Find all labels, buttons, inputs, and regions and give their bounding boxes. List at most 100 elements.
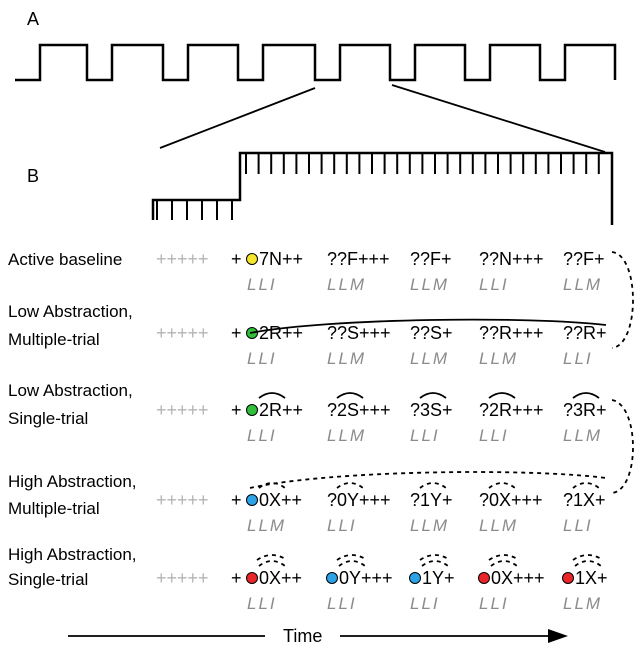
condition-row: Low Abstraction,Multiple-trial +++++ +2R++… <box>8 302 607 368</box>
condition-code: LLM <box>327 426 366 445</box>
time-label: Time <box>283 626 322 646</box>
fixation-padding: +++++ <box>156 249 209 269</box>
condition-row: Low Abstraction,Single-trial +++++ +2R++ ?2… <box>8 381 607 445</box>
condition-rows: Active baseline +++++ +7N++ ??F+++ ??F+ ??N++… <box>8 249 608 613</box>
fixation-cross: + <box>231 490 242 510</box>
within-trial-arc-outer <box>256 554 288 561</box>
trial-sequence: ??S+ <box>410 323 453 343</box>
condition-code: LLI <box>247 275 277 294</box>
row-label: Multiple-trial <box>8 499 100 518</box>
trial-ticks-baseline <box>156 200 233 220</box>
fixation-cross: + <box>231 568 242 588</box>
condition-code: LLM <box>247 516 286 535</box>
condition-row: Active baseline +++++ +7N++ ??F+++ ??F+ ??N++… <box>8 249 605 294</box>
trial-sequence: ??R+++ <box>479 323 544 343</box>
trial-sequence: 0X++ <box>259 490 302 510</box>
block-zoom-waveform <box>151 151 614 225</box>
condition-code: LLI <box>479 594 509 613</box>
panel-b-label: B <box>27 166 39 186</box>
within-trial-arc <box>574 560 602 567</box>
fixation-cross: + <box>231 400 242 420</box>
trial-sequence: ??S+++ <box>327 323 391 343</box>
condition-code: LLI <box>563 516 593 535</box>
condition-code: LLM <box>563 275 602 294</box>
within-trial-arc <box>336 482 364 489</box>
condition-code: LLM <box>479 516 518 535</box>
condition-code: LLI <box>479 275 509 294</box>
within-trial-arc <box>419 482 447 489</box>
fixation-padding: +++++ <box>156 400 209 420</box>
cue-dot <box>478 572 490 584</box>
row-label: Single-trial <box>8 570 88 589</box>
trial-sequence: ?0X+++ <box>479 490 543 510</box>
trial-sequence: 7N++ <box>259 249 303 269</box>
arc-multiple-trial-low <box>249 318 607 334</box>
trial-sequence: 1Y+ <box>422 568 455 588</box>
condition-code: LLI <box>247 349 277 368</box>
within-trial-arc-outer <box>488 554 520 561</box>
trial-sequence: ??F+ <box>410 249 452 269</box>
trial-sequence: ??N+++ <box>479 249 544 269</box>
trial-sequence: ?3S+ <box>410 400 453 420</box>
trial-sequence: ?2R+++ <box>479 400 544 420</box>
condition-code: LLI <box>479 426 509 445</box>
within-trial-arc <box>338 560 366 567</box>
trial-sequence: 1X+ <box>575 568 608 588</box>
condition-code: LLI <box>247 594 277 613</box>
row-label: Active baseline <box>8 250 122 269</box>
cue-dot <box>246 494 258 506</box>
within-trial-arc <box>258 560 286 567</box>
within-trial-arc <box>421 560 449 567</box>
condition-code: LLM <box>479 349 518 368</box>
within-trial-arc <box>488 392 516 399</box>
trial-sequence: ??R+ <box>563 323 607 343</box>
within-trial-arc <box>490 560 518 567</box>
condition-code: LLM <box>327 275 366 294</box>
within-trial-arc <box>572 392 600 399</box>
fixation-cross: + <box>231 249 242 269</box>
fixation-padding: +++++ <box>156 568 209 588</box>
within-trial-arc <box>258 392 286 399</box>
row-label: Low Abstraction, <box>8 302 133 321</box>
panel-a-label: A <box>27 9 39 29</box>
fixation-padding: +++++ <box>156 323 209 343</box>
within-trial-arc-outer <box>336 554 368 561</box>
row-label: High Abstraction, <box>8 545 137 564</box>
zoom-line-right <box>391 84 606 153</box>
trial-sequence: ?2S+++ <box>327 400 391 420</box>
cue-dot <box>562 572 574 584</box>
row-label: Low Abstraction, <box>8 381 133 400</box>
fixation-padding: +++++ <box>156 490 209 510</box>
trial-sequence: ?3R+ <box>563 400 607 420</box>
cue-dot <box>246 253 258 265</box>
row-label: Multiple-trial <box>8 330 100 349</box>
trial-sequence: ?1Y+ <box>410 490 453 510</box>
condition-code: LLM <box>410 275 449 294</box>
condition-row: High Abstraction,Single-trial +++++ +0X++ 0… <box>8 545 608 613</box>
trial-sequence: 0X++ <box>259 568 302 588</box>
row-label: Single-trial <box>8 409 88 428</box>
trial-sequence: ?1X+ <box>563 490 606 510</box>
trial-sequence: ??F+++ <box>327 249 390 269</box>
condition-code: LLI <box>327 594 357 613</box>
within-trial-arc-outer <box>572 554 604 561</box>
condition-code: LLI <box>563 349 593 368</box>
within-trial-arc <box>419 392 447 399</box>
condition-code: LLM <box>410 516 449 535</box>
bracket-rows-1-2 <box>611 251 634 349</box>
row-label: High Abstraction, <box>8 472 137 491</box>
condition-code: LLM <box>563 594 602 613</box>
fixation-cross: + <box>231 323 242 343</box>
bracket-rows-3-4 <box>611 399 634 494</box>
block-design-waveform <box>15 43 617 82</box>
cue-dot <box>246 572 258 584</box>
condition-code: LLM <box>563 426 602 445</box>
within-trial-arc <box>258 482 286 489</box>
cue-dot <box>409 572 421 584</box>
trial-sequence: ??F+ <box>563 249 605 269</box>
zoom-line-left <box>159 87 316 149</box>
trial-sequence: 0X+++ <box>491 568 545 588</box>
trial-ticks-block <box>245 153 600 174</box>
